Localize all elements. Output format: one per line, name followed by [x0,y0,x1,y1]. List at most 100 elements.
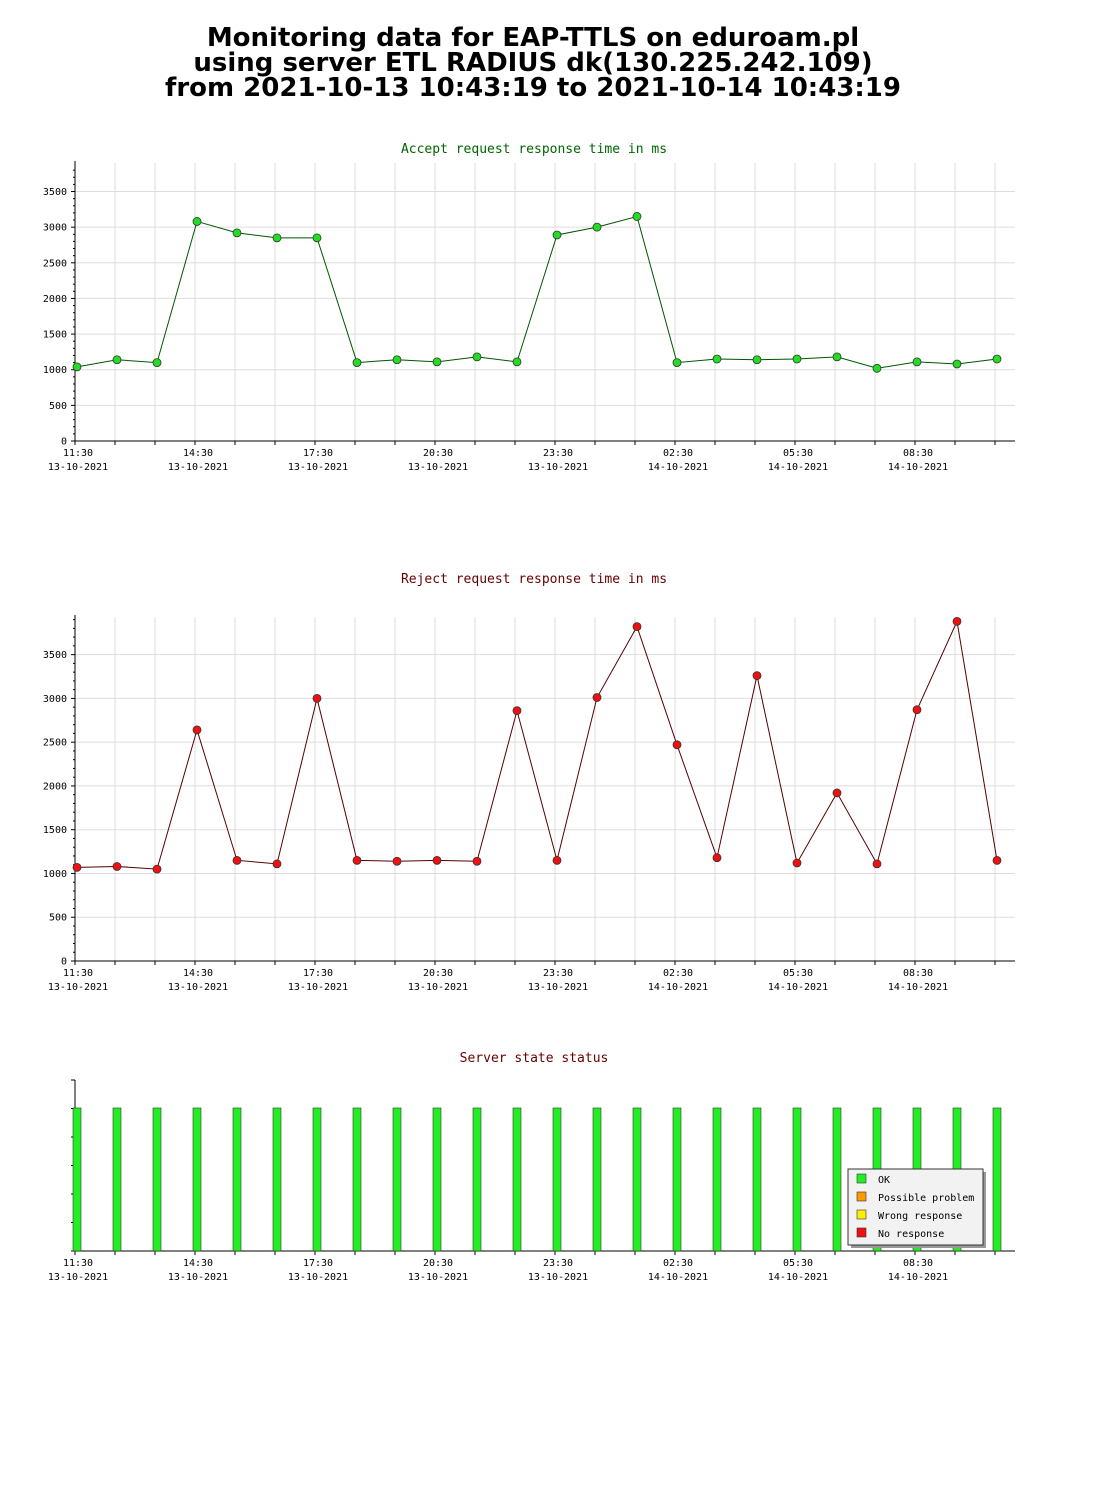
x-tick-time-label: 11:30 [63,1258,93,1269]
server-state-chart: Server state status 11:30 13-10-2021 14:30 1… [48,1051,1015,1283]
title-line-1: Monitoring data for EAP-TTLS on eduroam.… [206,23,860,53]
status-bar [192,1107,202,1252]
x-tick-date-label: 13-10-2021 [168,462,228,473]
data-point [672,740,682,750]
x-tick-date-label: 14-10-2021 [648,462,708,473]
data-point [672,358,682,367]
status-bar [112,1107,122,1252]
status-bar [712,1107,722,1252]
x-tick-time-label: 14:30 [183,448,213,459]
data-point [272,859,282,869]
data-point [472,352,482,362]
status-bar [472,1107,482,1252]
data-point [352,358,362,367]
x-tick-time-label: 20:30 [423,448,453,459]
status-bar [992,1107,1002,1252]
data-point [592,693,602,702]
legend-box [847,1168,984,1246]
series-line [76,215,998,369]
x-tick-date-label: 14-10-2021 [648,1272,708,1283]
legend-swatch [856,1191,867,1202]
status-bar [312,1107,322,1252]
y-tick-label: 2000 [43,781,67,792]
data-point [752,671,762,681]
x-tick-time-label: 17:30 [303,968,333,979]
data-point [472,856,482,866]
data-point [112,862,122,871]
y-tick-label: 1000 [43,365,67,376]
data-point [872,363,882,373]
y-tick-label: 1000 [43,869,67,880]
status-bar [752,1107,762,1252]
x-tick-time-label: 23:30 [543,1258,573,1269]
data-point [872,859,882,869]
data-point [432,357,442,367]
x-tick-date-label: 14-10-2021 [888,982,948,993]
y-tick-label: 3500 [43,650,67,661]
data-point [152,358,162,367]
y-tick-label: 3500 [43,187,67,198]
x-tick-date-label: 14-10-2021 [768,982,828,993]
data-point [312,694,322,703]
x-tick-date-label: 14-10-2021 [768,1272,828,1283]
data-point [552,855,562,865]
x-tick-date-label: 13-10-2021 [48,982,108,993]
status-bar [832,1107,842,1252]
data-point [952,616,962,626]
x-tick-time-label: 11:30 [63,448,93,459]
title-line-3: from 2021-10-13 10:43:19 to 2021-10-14 1… [165,73,901,103]
x-tick-date-label: 13-10-2021 [528,462,588,473]
x-tick-time-label: 20:30 [423,968,453,979]
data-point [232,228,242,238]
x-tick-time-label: 23:30 [543,968,573,979]
x-tick-time-label: 14:30 [183,1258,213,1269]
x-tick-date-label: 13-10-2021 [48,462,108,473]
x-tick-time-label: 02:30 [663,968,693,979]
x-tick-date-label: 14-10-2021 [888,462,948,473]
data-point [712,853,722,863]
data-point [392,856,402,866]
legend-label: Wrong response [878,1211,962,1222]
x-tick-time-label: 08:30 [903,1258,933,1269]
data-point [232,855,242,865]
chart-title: Server state status [460,1051,609,1066]
x-tick-date-label: 13-10-2021 [288,462,348,473]
data-point [392,355,402,365]
x-tick-date-label: 13-10-2021 [288,982,348,993]
x-tick-date-label: 13-10-2021 [528,982,588,993]
data-point [72,862,82,872]
data-point [352,855,362,865]
status-bar [432,1107,442,1252]
y-tick-label: 2500 [43,258,67,269]
data-point [112,355,122,365]
status-bar [552,1107,562,1252]
status-bar [72,1107,82,1252]
y-tick-label: 2500 [43,738,67,749]
x-tick-date-label: 13-10-2021 [408,1272,468,1283]
data-point [832,352,842,362]
accept-response-chart: Accept request response time in ms 0 500 10… [43,142,1015,473]
page-title: Monitoring data for EAP-TTLS on eduroam.… [0,23,1066,103]
x-tick-time-label: 08:30 [903,448,933,459]
x-tick-time-label: 05:30 [783,1258,813,1269]
y-tick-label: 1500 [43,330,67,341]
legend-swatch [856,1209,867,1220]
x-tick-date-label: 14-10-2021 [768,462,828,473]
status-bar [392,1107,402,1252]
data-point [992,354,1002,364]
status-bar [592,1107,602,1252]
legend-swatch [856,1227,867,1238]
x-tick-date-label: 14-10-2021 [888,1272,948,1283]
legend-label: Possible problem [878,1193,974,1204]
y-tick-label: 1500 [43,825,67,836]
data-point [912,357,922,367]
chart-title: Reject request response time in ms [401,572,667,587]
x-tick-date-label: 13-10-2021 [408,982,468,993]
data-point [432,855,442,865]
data-point [832,788,842,798]
y-tick-label: 2000 [43,294,67,305]
x-tick-date-label: 13-10-2021 [408,462,468,473]
data-point [632,212,642,221]
chart-title: Accept request response time in ms [401,142,667,157]
x-tick-time-label: 23:30 [543,448,573,459]
